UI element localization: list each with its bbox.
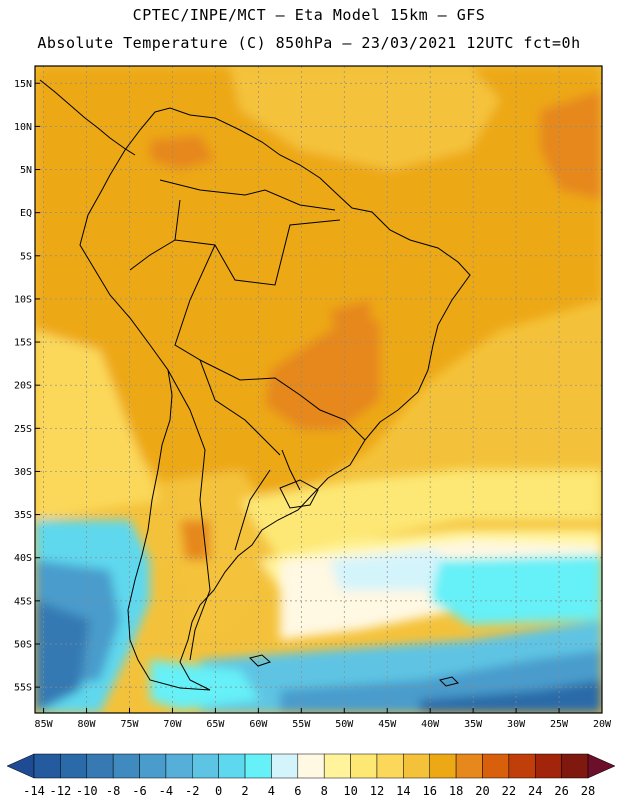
coastlines xyxy=(39,79,471,691)
uruguay-plata xyxy=(279,479,319,509)
country-borders xyxy=(129,179,366,661)
lat-tick-label: 20S xyxy=(14,381,32,392)
lat-tick-label: 25S xyxy=(14,424,32,435)
lat-tick-label: 35S xyxy=(14,510,32,521)
colorbar-label: 28 xyxy=(581,784,595,798)
lon-tick-label: 20W xyxy=(593,719,612,730)
temperature-field xyxy=(35,66,602,713)
colorbar-label: 26 xyxy=(554,784,568,798)
chart-title-line-1: CPTEC/INPE/MCT – Eta Model 15km – GFS xyxy=(132,6,486,24)
lon-tick-label: 70W xyxy=(163,719,182,730)
colorbar-label: 8 xyxy=(321,784,328,798)
colorbar-label: 14 xyxy=(396,784,410,798)
colorbar-box xyxy=(139,753,167,779)
lon-tick-label: 65W xyxy=(206,719,225,730)
colorbar-box xyxy=(60,753,88,779)
colorbar-label: 24 xyxy=(528,784,542,798)
lon-tick-label: 45W xyxy=(378,719,397,730)
colorbar-label: 4 xyxy=(268,784,275,798)
colorbar-box xyxy=(297,753,325,779)
lat-tick-label: 30S xyxy=(14,467,32,478)
colorbar-box xyxy=(403,753,430,779)
colorbar-box xyxy=(429,753,457,779)
colorbar-label: 6 xyxy=(294,784,301,798)
lat-tick-label: 45S xyxy=(14,596,32,607)
lon-tick-label: 80W xyxy=(78,719,97,730)
lon-tick-label: 35W xyxy=(464,719,483,730)
colorbar-box xyxy=(376,753,404,779)
colorbar-label: 2 xyxy=(241,784,248,798)
lat-tick-label: 10N xyxy=(14,122,32,133)
colorbar-high-arrow xyxy=(587,753,616,779)
colorbar-label: 12 xyxy=(370,784,384,798)
colorbar-box xyxy=(482,753,510,779)
colorbar-box xyxy=(244,753,272,779)
colorbar-box xyxy=(508,753,536,779)
lat-tick-label: 55S xyxy=(14,683,32,694)
lon-tick-label: 30W xyxy=(507,719,526,730)
lon-tick-label: 50W xyxy=(335,719,354,730)
colorbar-box xyxy=(534,753,562,779)
colorbar-label: -14 xyxy=(23,784,45,798)
colorbar-label: 16 xyxy=(422,784,436,798)
lat-tick-label: 50S xyxy=(14,639,32,650)
lat-tick-label: 15N xyxy=(14,79,32,90)
colorbar-low-arrow xyxy=(6,753,35,779)
colorbar-box xyxy=(455,753,483,779)
colorbar-label: 20 xyxy=(475,784,489,798)
colorbar-box xyxy=(561,753,589,779)
colorbar-box xyxy=(271,753,299,779)
lon-tick-label: 75W xyxy=(120,719,139,730)
colorbar-label: -4 xyxy=(159,784,173,798)
lon-tick-label: 55W xyxy=(292,719,311,730)
lat-tick-label: 5S xyxy=(20,251,32,262)
lat-tick-label: EQ xyxy=(20,208,32,219)
colorbar-box xyxy=(112,753,140,779)
latitude-labels: 15N 10N 5N EQ 5S 10S 15S 20S 25S 30S 35S 40S 45S 50S 5… xyxy=(14,79,40,694)
colorbar-label: -8 xyxy=(106,784,120,798)
falkland-islands xyxy=(249,654,271,667)
colorbar-box xyxy=(323,753,351,779)
colorbar-label: 0 xyxy=(215,784,222,798)
colorbar-label: -10 xyxy=(76,784,98,798)
lon-tick-label: 40W xyxy=(421,719,440,730)
central-america-coast xyxy=(39,79,136,156)
longitude-labels: 85W 80W 75W 70W 65W 60W 55W 50W 45W 40W 35W 30W 25W 2… xyxy=(35,708,612,730)
colorbar-label: -6 xyxy=(132,784,146,798)
lat-tick-label: 10S xyxy=(14,294,32,305)
colorbar-box xyxy=(350,753,378,779)
lat-tick-label: 15S xyxy=(14,338,32,349)
south-america-coast xyxy=(79,107,471,691)
colorbar-box xyxy=(86,753,114,779)
colorbar-label: -12 xyxy=(50,784,72,798)
colorbar-box xyxy=(165,753,193,779)
colorbar-box xyxy=(192,753,219,779)
south-georgia xyxy=(439,676,459,687)
colorbar-label: -2 xyxy=(185,784,199,798)
colorbar-label: 22 xyxy=(502,784,516,798)
plot-frame xyxy=(34,65,603,714)
lon-tick-label: 60W xyxy=(249,719,268,730)
colorbar-box xyxy=(218,753,246,779)
lat-tick-label: 40S xyxy=(14,553,32,564)
colorbar-label: 10 xyxy=(343,784,357,798)
lat-tick-label: 5N xyxy=(20,165,32,176)
lon-tick-label: 25W xyxy=(550,719,569,730)
lon-tick-label: 85W xyxy=(35,719,54,730)
colorbar-box xyxy=(33,753,61,779)
colorbar: -14 -12 -10 -8 -6 -4 -2 0 2 4 6 8 10 12 14 16 18 20 22 24 26… xyxy=(6,753,616,798)
colorbar-label: 18 xyxy=(449,784,463,798)
chart-title-line-2: Absolute Temperature (C) 850hPa – 23/03/… xyxy=(37,34,581,52)
